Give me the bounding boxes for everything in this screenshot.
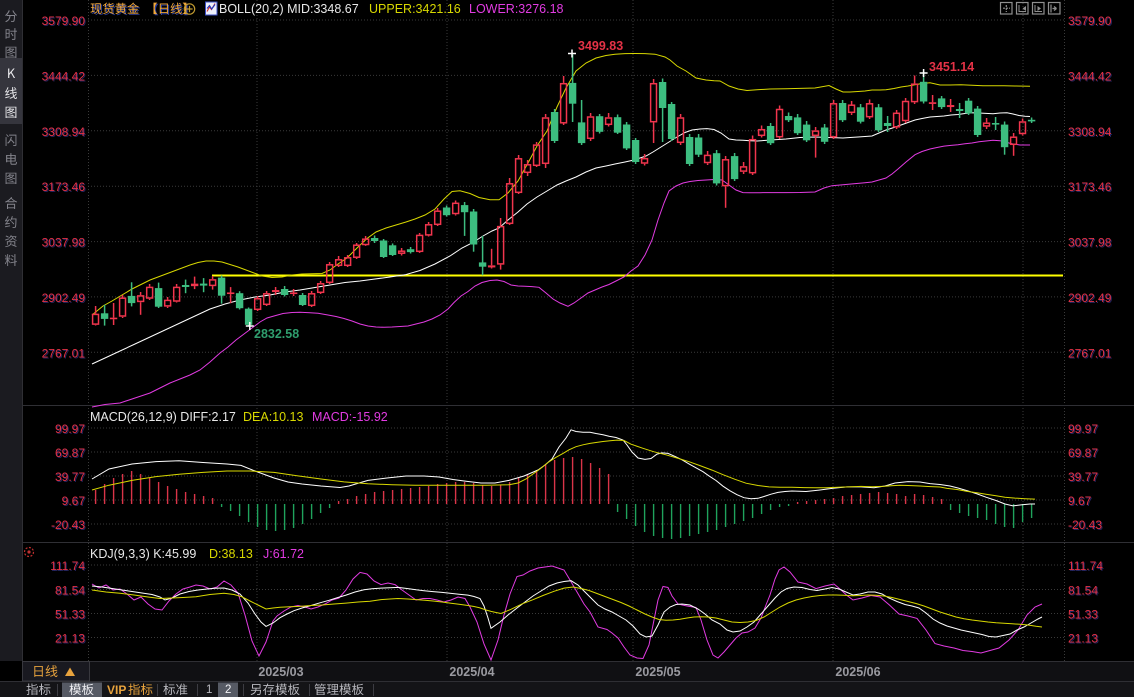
svg-text:2025/03: 2025/03 bbox=[258, 665, 303, 679]
svg-text:3173.46: 3173.46 bbox=[43, 181, 87, 195]
svg-text:69.87: 69.87 bbox=[56, 447, 86, 461]
svg-text:LOWER:3276.18: LOWER:3276.18 bbox=[469, 2, 564, 16]
svg-text:2902.49: 2902.49 bbox=[1069, 292, 1113, 306]
svg-text:21.13: 21.13 bbox=[56, 633, 86, 647]
svg-text:3037.98: 3037.98 bbox=[1069, 237, 1113, 251]
svg-text:KDJ(9,3,3) K:45.99: KDJ(9,3,3) K:45.99 bbox=[90, 547, 196, 561]
svg-text:51.33: 51.33 bbox=[56, 609, 86, 623]
svg-text:2767.01: 2767.01 bbox=[43, 347, 87, 361]
svg-text:D:38.13: D:38.13 bbox=[209, 547, 253, 561]
svg-text:3308.94: 3308.94 bbox=[1069, 126, 1113, 140]
svg-text:99.97: 99.97 bbox=[56, 423, 86, 437]
svg-text:3037.98: 3037.98 bbox=[1068, 236, 1112, 250]
svg-text:2767.01: 2767.01 bbox=[1069, 347, 1113, 361]
svg-text:69.87: 69.87 bbox=[1068, 446, 1098, 460]
svg-text:3444.42: 3444.42 bbox=[1069, 70, 1113, 84]
svg-text:-20.43: -20.43 bbox=[1069, 519, 1103, 533]
svg-text:9.67: 9.67 bbox=[1069, 495, 1093, 509]
svg-text:3173.46: 3173.46 bbox=[1069, 181, 1113, 195]
svg-text:3173.46: 3173.46 bbox=[42, 180, 86, 194]
svg-text:J:61.72: J:61.72 bbox=[263, 547, 304, 561]
svg-text:81.54: 81.54 bbox=[55, 584, 85, 598]
svg-text:3579.90: 3579.90 bbox=[43, 15, 87, 29]
svg-text:21.13: 21.13 bbox=[1069, 633, 1099, 647]
svg-text:111.74: 111.74 bbox=[1068, 559, 1103, 573]
svg-text:2025/04: 2025/04 bbox=[449, 665, 494, 679]
svg-text:111.74: 111.74 bbox=[50, 559, 85, 573]
svg-text:2902.49: 2902.49 bbox=[42, 291, 86, 305]
svg-text:-20.43: -20.43 bbox=[51, 518, 85, 532]
svg-text:81.54: 81.54 bbox=[1068, 584, 1098, 598]
svg-text:111.74: 111.74 bbox=[51, 560, 86, 574]
svg-text:2767.01: 2767.01 bbox=[42, 346, 86, 360]
svg-text:2: 2 bbox=[225, 684, 231, 696]
svg-text:99.97: 99.97 bbox=[1068, 422, 1098, 436]
svg-text:3308.94: 3308.94 bbox=[43, 126, 87, 140]
svg-text:81.54: 81.54 bbox=[1069, 585, 1099, 599]
svg-text:2902.49: 2902.49 bbox=[43, 292, 87, 306]
svg-text:VIP: VIP bbox=[107, 683, 126, 697]
svg-text:MACD:-15.92: MACD:-15.92 bbox=[312, 410, 388, 424]
svg-text:-20.43: -20.43 bbox=[1068, 518, 1102, 532]
svg-text:3444.42: 3444.42 bbox=[1068, 69, 1112, 83]
svg-text:81.54: 81.54 bbox=[56, 585, 86, 599]
svg-text:111.74: 111.74 bbox=[1069, 560, 1104, 574]
svg-text:3037.98: 3037.98 bbox=[42, 236, 86, 250]
svg-text:3308.94: 3308.94 bbox=[1068, 125, 1112, 139]
svg-text:21.13: 21.13 bbox=[55, 632, 85, 646]
svg-text:9.67: 9.67 bbox=[63, 495, 87, 509]
svg-text:39.77: 39.77 bbox=[56, 471, 86, 485]
svg-text:39.77: 39.77 bbox=[55, 470, 85, 484]
svg-text:2025/05: 2025/05 bbox=[635, 665, 680, 679]
svg-text:MACD(26,12,9) DIFF:2.17: MACD(26,12,9) DIFF:2.17 bbox=[90, 410, 236, 424]
svg-text:9.67: 9.67 bbox=[62, 494, 86, 508]
svg-text:39.77: 39.77 bbox=[1068, 470, 1098, 484]
svg-text:9.67: 9.67 bbox=[1068, 494, 1092, 508]
svg-text:2902.49: 2902.49 bbox=[1068, 291, 1112, 305]
svg-text:DEA:10.13: DEA:10.13 bbox=[243, 410, 304, 424]
svg-text:51.33: 51.33 bbox=[55, 608, 85, 622]
svg-text:39.77: 39.77 bbox=[1069, 471, 1099, 485]
svg-text:21.13: 21.13 bbox=[1068, 632, 1098, 646]
svg-text:-20.43: -20.43 bbox=[52, 519, 86, 533]
svg-text:3173.46: 3173.46 bbox=[1068, 180, 1112, 194]
svg-text:51.33: 51.33 bbox=[1069, 609, 1099, 623]
svg-text:2832.58: 2832.58 bbox=[254, 327, 299, 341]
svg-text:99.97: 99.97 bbox=[55, 422, 85, 436]
svg-text:3451.14: 3451.14 bbox=[929, 60, 974, 74]
svg-text:69.87: 69.87 bbox=[55, 446, 85, 460]
svg-text:3444.42: 3444.42 bbox=[42, 69, 86, 83]
svg-text:51.33: 51.33 bbox=[1068, 608, 1098, 622]
svg-text:3308.94: 3308.94 bbox=[42, 125, 86, 139]
svg-text:3579.90: 3579.90 bbox=[1068, 14, 1112, 28]
svg-text:3579.90: 3579.90 bbox=[42, 14, 86, 28]
svg-text:99.97: 99.97 bbox=[1069, 423, 1099, 437]
svg-text:3037.98: 3037.98 bbox=[43, 237, 87, 251]
svg-text:69.87: 69.87 bbox=[1069, 447, 1099, 461]
svg-text:2767.01: 2767.01 bbox=[1068, 346, 1112, 360]
svg-text:UPPER:3421.16: UPPER:3421.16 bbox=[369, 2, 461, 16]
svg-text:2025/06: 2025/06 bbox=[835, 665, 880, 679]
svg-text:3444.42: 3444.42 bbox=[43, 70, 87, 84]
svg-text:3579.90: 3579.90 bbox=[1069, 15, 1113, 29]
svg-text:3499.83: 3499.83 bbox=[578, 39, 623, 53]
svg-text:BOLL(20,2) MID:3348.67: BOLL(20,2) MID:3348.67 bbox=[219, 2, 359, 16]
svg-text:1: 1 bbox=[206, 684, 212, 696]
